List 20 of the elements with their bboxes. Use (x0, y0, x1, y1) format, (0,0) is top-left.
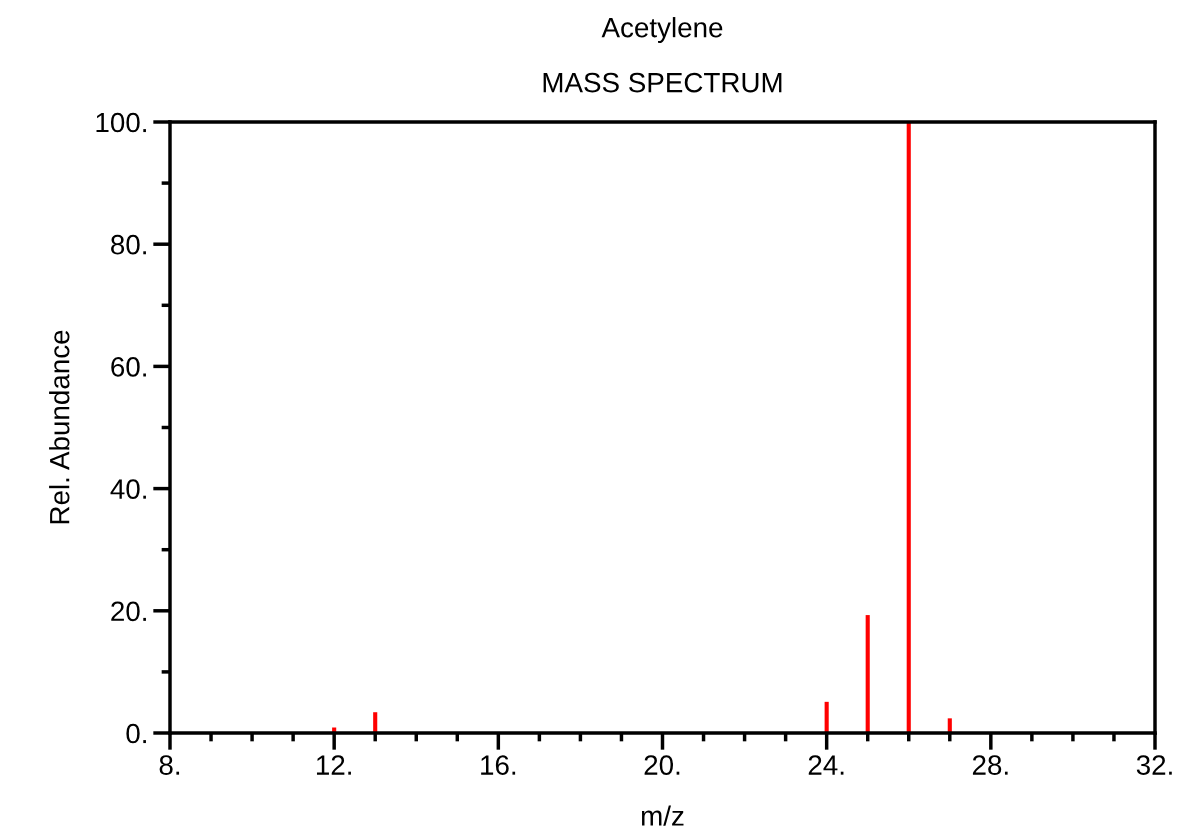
x-tick-label: 8. (159, 755, 180, 775)
y-tick-label: 100. (96, 112, 146, 133)
chart-title: Acetylene (601, 17, 723, 43)
x-tick-label: 24. (808, 755, 844, 775)
chart-subtitle: MASS SPECTRUM (543, 72, 782, 93)
y-tick-label: 60. (111, 357, 146, 377)
bar (824, 701, 829, 733)
bar (865, 615, 870, 733)
x-tick-label: 20. (644, 755, 680, 775)
x-tick-label: 32. (1136, 755, 1172, 775)
y-tick-label: 40. (110, 479, 146, 499)
y-tick-label: 80. (111, 234, 146, 255)
x-axis-title: m/z (641, 805, 684, 826)
x-tick-label: 28. (972, 755, 1008, 775)
x-tick-label: 12. (316, 755, 351, 775)
y-tick-label: 0. (126, 723, 146, 744)
x-tick-label: 16. (481, 755, 516, 775)
y-axis-title: Rel. Abundance (49, 330, 70, 524)
y-tick-label: 20. (111, 601, 146, 622)
bar (906, 122, 911, 733)
